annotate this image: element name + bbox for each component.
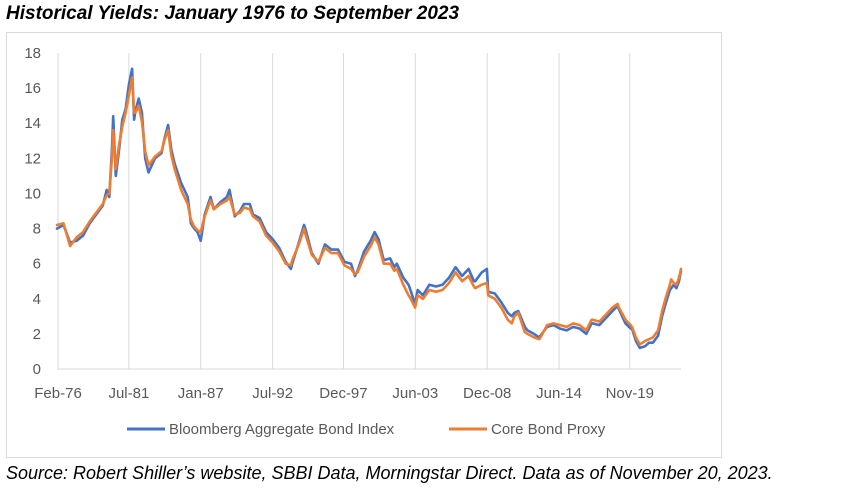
y-tick-label: 6 bbox=[33, 256, 41, 273]
y-axis-tick-labels: 0 2 4 6 8 10 12 14 16 18 bbox=[24, 45, 41, 378]
chart-svg: 0 2 4 6 8 10 12 14 16 18 Feb-76 Jul-81 Jan-87 Jul-92… bbox=[24, 45, 683, 438]
y-tick-label: 12 bbox=[24, 150, 41, 167]
x-tick-label: Nov-19 bbox=[606, 385, 654, 402]
series-lines bbox=[55, 67, 683, 350]
chart-frame: 0 2 4 6 8 10 12 14 16 18 Feb-76 Jul-81 Jan-87 Jul-92… bbox=[6, 32, 722, 458]
y-tick-label: 16 bbox=[24, 80, 41, 97]
series-line-1 bbox=[55, 76, 683, 346]
y-tick-label: 18 bbox=[24, 45, 41, 62]
x-tick-label: Feb-76 bbox=[34, 385, 82, 402]
legend-label-1: Core Bond Proxy bbox=[491, 421, 606, 438]
y-tick-label: 8 bbox=[33, 221, 41, 238]
x-tick-label: Dec-97 bbox=[319, 385, 367, 402]
y-tick-label: 0 bbox=[33, 361, 41, 378]
y-tick-label: 2 bbox=[33, 326, 41, 343]
x-tick-label: Jun-03 bbox=[392, 385, 438, 402]
series-line-0 bbox=[55, 67, 683, 350]
page-title: Historical Yields: January 1976 to Septe… bbox=[6, 3, 460, 24]
x-tick-label: Jul-81 bbox=[108, 385, 149, 402]
x-tick-label: Jul-92 bbox=[252, 385, 293, 402]
y-tick-label: 10 bbox=[24, 185, 41, 202]
x-tick-label: Dec-08 bbox=[463, 385, 511, 402]
legend-label-0: Bloomberg Aggregate Bond Index bbox=[169, 421, 395, 438]
x-axis-tick-labels: Feb-76 Jul-81 Jan-87 Jul-92 Dec-97 Jun-03 Dec-… bbox=[34, 385, 654, 402]
x-tick-label: Jan-87 bbox=[178, 385, 224, 402]
legend: Bloomberg Aggregate Bond Index Core Bond … bbox=[127, 421, 606, 438]
source-note: Source: Robert Shiller’s website, SBBI D… bbox=[6, 463, 773, 483]
y-tick-label: 14 bbox=[24, 115, 41, 132]
vertical-gridlines bbox=[57, 53, 631, 369]
y-tick-label: 4 bbox=[33, 291, 41, 308]
x-tick-label: Jun-14 bbox=[536, 385, 582, 402]
